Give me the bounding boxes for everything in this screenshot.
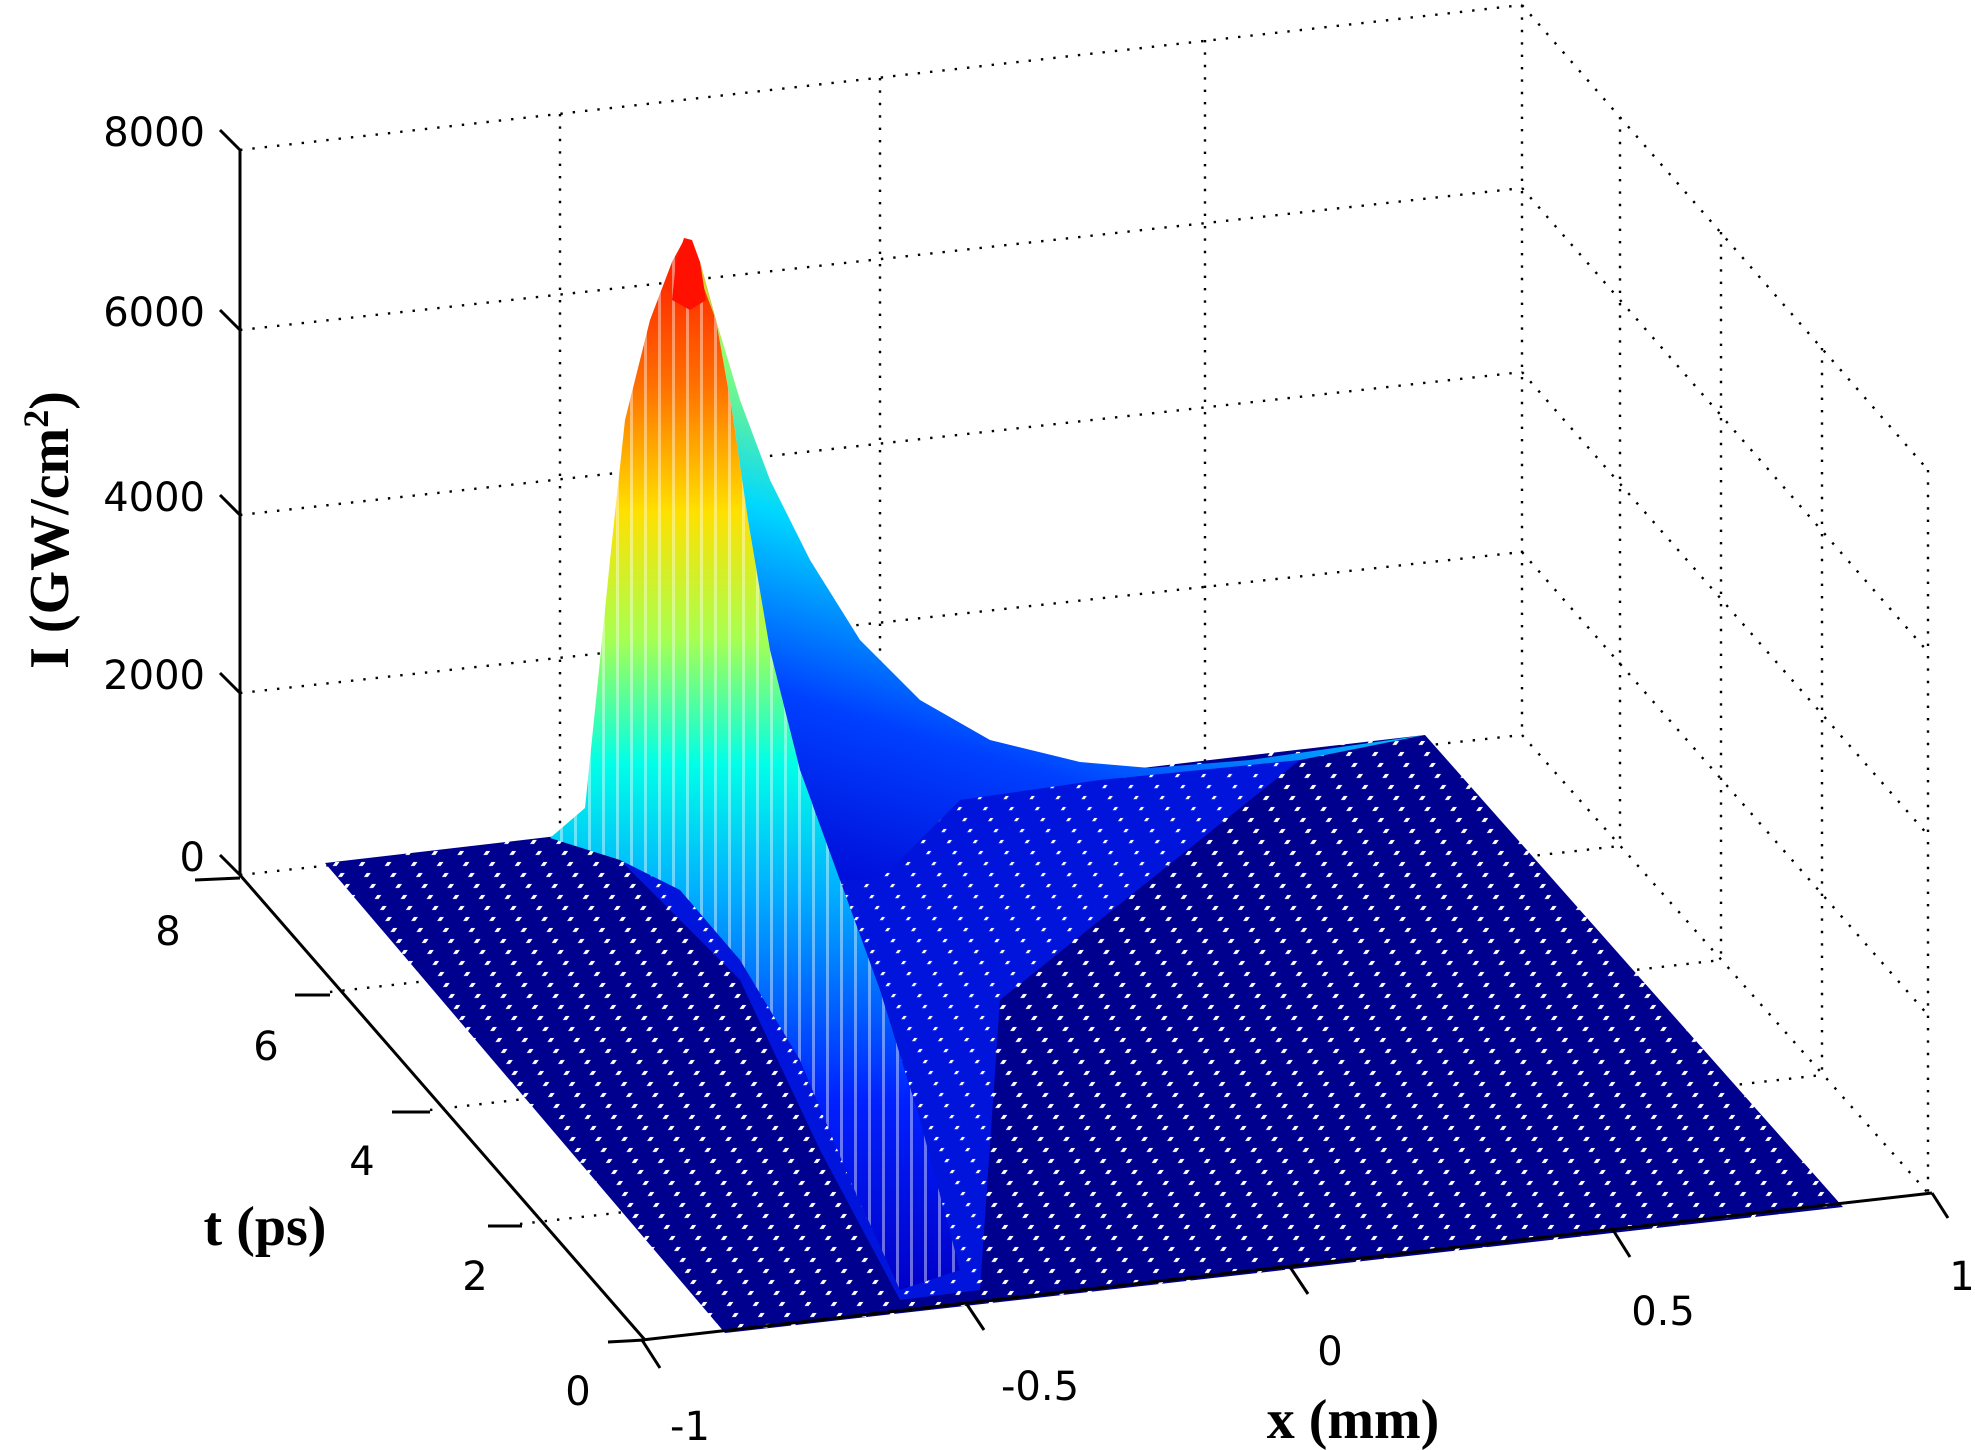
z-tick-0: 0: [180, 835, 205, 881]
t-tick-6: 6: [253, 1024, 278, 1070]
z-axis-title-close: ): [19, 391, 81, 410]
t-tick-8: 8: [155, 909, 180, 955]
z-tick-4000: 4000: [103, 475, 205, 521]
z-tick-6000: 6000: [103, 290, 205, 336]
x-tick-labels: -1 -0.5 0 0.5 1: [670, 1254, 1975, 1450]
z-tick-8000: 8000: [103, 110, 205, 156]
z-axis-title-main: I (GW/cm: [19, 428, 81, 669]
t-tick-4: 4: [349, 1139, 374, 1185]
z-axis-title: I (GW/cm2): [16, 391, 81, 669]
surface-ridge-back-slope: [685, 238, 1425, 880]
t-axis: [194, 874, 647, 1344]
surface-ridge-stripes: [550, 238, 960, 1290]
x-axis-title: x (mm): [1267, 1389, 1440, 1450]
x-axis: [640, 1191, 1950, 1369]
surface-peak: [672, 238, 706, 310]
z-tick-2000: 2000: [103, 653, 205, 699]
t-tick-2: 2: [462, 1254, 487, 1300]
x-tick-minus1: -1: [670, 1404, 710, 1450]
z-tick-labels: 8000 6000 4000 2000 0: [103, 110, 205, 881]
t-tick-labels: 8 6 4 2 0: [155, 909, 590, 1415]
side-wall-grid: [1521, 4, 1930, 1194]
z-axis: [218, 128, 242, 877]
t-axis-title: t (ps): [204, 1196, 327, 1258]
x-tick-0: 0: [1317, 1329, 1342, 1375]
z-axis-title-sup: 2: [16, 410, 56, 428]
x-tick-minus0.5: -0.5: [1001, 1364, 1079, 1410]
t-tick-0: 0: [565, 1369, 590, 1415]
intensity-surface: [325, 238, 1843, 1333]
x-tick-1: 1: [1949, 1254, 1974, 1300]
x-tick-0.5: 0.5: [1631, 1289, 1695, 1335]
